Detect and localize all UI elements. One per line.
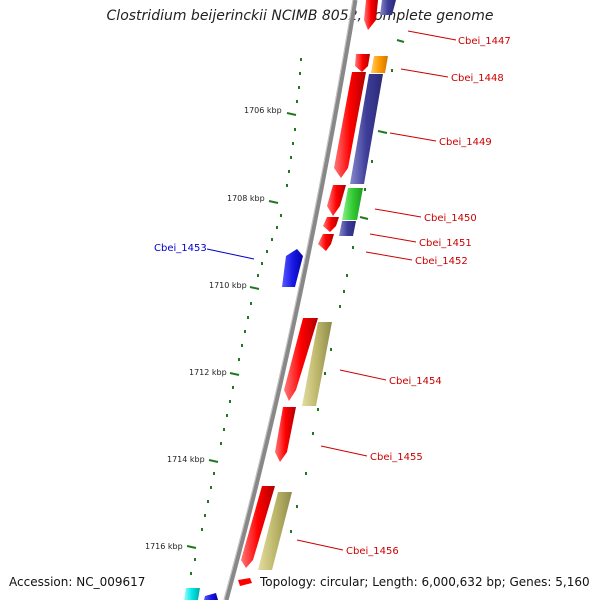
tick-label-1710: 1710 kbp xyxy=(209,281,247,290)
gene-1449-function[interactable] xyxy=(350,74,383,184)
tick-label-1712: 1712 kbp xyxy=(189,368,227,377)
label-leader-1453 xyxy=(206,248,255,260)
gene-label-1454[interactable]: Cbei_1454 xyxy=(389,376,442,387)
gene-label-1448[interactable]: Cbei_1448 xyxy=(451,73,504,84)
backbone-highlight xyxy=(223,0,354,600)
gene-label-1455[interactable]: Cbei_1455 xyxy=(370,452,423,463)
feature-cds-red[interactable] xyxy=(241,0,378,568)
accession-text: Accession: NC_009617 xyxy=(9,575,146,589)
bottom-cyan-feature[interactable] xyxy=(184,588,200,600)
gene-1447-top-arrow[interactable] xyxy=(364,0,378,30)
gene-1450-function[interactable] xyxy=(342,188,363,220)
gene-label-1449[interactable]: Cbei_1449 xyxy=(439,137,492,148)
gene-label-1456[interactable]: Cbei_1456 xyxy=(346,546,399,557)
gene-1448-cds[interactable] xyxy=(355,54,370,72)
gene-1448-function[interactable] xyxy=(371,56,388,73)
tick-label-1706: 1706 kbp xyxy=(244,106,282,115)
gene-1451-function[interactable] xyxy=(339,221,356,236)
gene-1449-cds[interactable] xyxy=(334,72,366,178)
outer-scale-track xyxy=(290,39,405,533)
topology-text: Topology: circular; Length: 6,000,632 bp… xyxy=(260,575,590,589)
genome-backbone xyxy=(223,0,358,600)
gene-1453-cds[interactable] xyxy=(282,249,303,287)
gene-1454-cds[interactable] xyxy=(284,318,318,401)
legend-red-arrow-icon xyxy=(238,578,252,586)
major-ticks xyxy=(186,112,297,549)
gene-label-1447[interactable]: Cbei_1447 xyxy=(458,36,511,47)
bottom-blue-feature[interactable] xyxy=(204,593,218,600)
gene-1450-cds[interactable] xyxy=(327,185,346,216)
gene-1451-cds[interactable] xyxy=(323,217,339,232)
gene-1456-cds[interactable] xyxy=(241,486,275,568)
feature-function-track[interactable] xyxy=(258,0,396,570)
inner-scale-track xyxy=(190,58,302,575)
gene-1456-function[interactable] xyxy=(258,492,292,570)
gene-1452-cds[interactable] xyxy=(318,234,334,251)
gene-label-1451[interactable]: Cbei_1451 xyxy=(419,238,472,249)
gene-1455-cds[interactable] xyxy=(275,407,296,462)
gene-label-1450[interactable]: Cbei_1450 xyxy=(424,213,477,224)
gene-label-1453[interactable]: Cbei_1453 xyxy=(154,243,207,254)
tick-label-1708: 1708 kbp xyxy=(227,194,265,203)
label-leaders xyxy=(296,30,457,551)
tick-label-1714: 1714 kbp xyxy=(167,455,205,464)
map-title: Clostridium beijerinckii NCIMB 8052, com… xyxy=(106,8,494,24)
gene-1454-function[interactable] xyxy=(302,322,332,406)
gene-1447-function[interactable] xyxy=(380,0,396,15)
gene-label-1452[interactable]: Cbei_1452 xyxy=(415,256,468,267)
tick-label-1716: 1716 kbp xyxy=(145,542,183,551)
